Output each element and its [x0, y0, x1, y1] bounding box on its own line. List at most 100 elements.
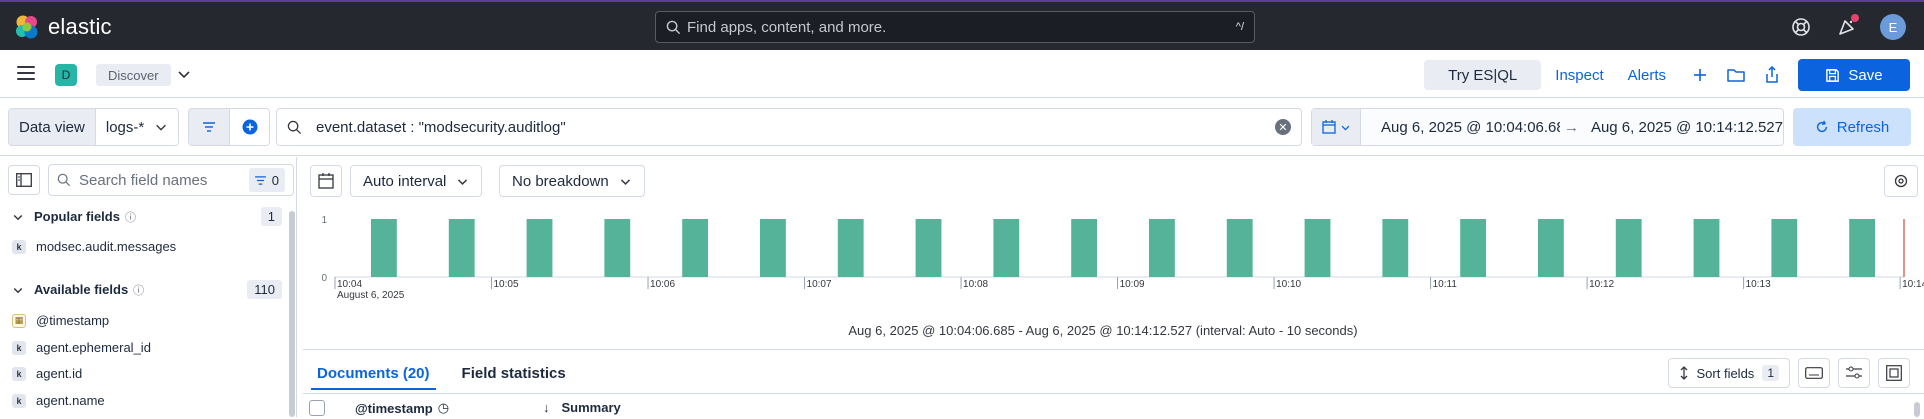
- histogram-bar: [1149, 219, 1175, 277]
- field-item[interactable]: k agent.name: [12, 393, 105, 408]
- breadcrumb-discover[interactable]: Discover: [96, 64, 171, 86]
- menu-icon[interactable]: [17, 66, 35, 80]
- open-folder-icon[interactable]: [1726, 65, 1746, 85]
- chevron-down-icon: [13, 214, 23, 220]
- x-tick-label: 10:13: [1746, 279, 1771, 290]
- sidebar-toggle-icon[interactable]: [8, 165, 40, 195]
- refresh-label: Refresh: [1836, 118, 1890, 136]
- chevron-down-icon: [1341, 125, 1349, 130]
- refresh-icon: [1816, 120, 1827, 133]
- sidebar-scrollbar[interactable]: [289, 211, 295, 417]
- date-type-icon: ▦: [12, 313, 26, 328]
- chart-options-button[interactable]: [310, 165, 342, 197]
- keyword-type-icon: k: [12, 366, 26, 381]
- clear-icon[interactable]: ✕: [1275, 119, 1291, 135]
- elastic-logo-icon: [16, 15, 38, 39]
- available-fields-count: 110: [247, 280, 282, 299]
- histogram-bar: [1304, 219, 1331, 277]
- data-view-select[interactable]: logs-*: [95, 109, 179, 145]
- histogram-bar: [760, 219, 786, 277]
- chart-settings-button[interactable]: [1884, 165, 1918, 197]
- global-search-input[interactable]: Find apps, content, and more. ^/: [655, 11, 1255, 43]
- global-search-placeholder: Find apps, content, and more.: [687, 18, 887, 36]
- histogram-bar: [1071, 219, 1098, 277]
- field-name: agent.name: [36, 393, 105, 408]
- display-settings-icon[interactable]: [1838, 358, 1870, 388]
- end-date[interactable]: Aug 6, 2025 @ 10:14:12.527: [1590, 118, 1783, 136]
- date-picker[interactable]: Aug 6, 2025 @ 10:04:06.685 → Aug 6, 2025…: [1311, 108, 1784, 146]
- sort-fields-button[interactable]: Sort fields 1: [1667, 358, 1790, 388]
- tab-documents[interactable]: Documents (20): [311, 357, 436, 390]
- field-item[interactable]: k agent.ephemeral_id: [12, 340, 151, 355]
- field-item[interactable]: k modsec.audit.messages: [12, 239, 176, 254]
- interval-label: Auto interval: [363, 172, 447, 190]
- main-panel: Auto interval No breakdown 1 0 10:04 10:05 1…: [303, 157, 1924, 417]
- divider[interactable]: [303, 349, 1924, 350]
- x-axis-date-label: August 6, 2025: [337, 290, 405, 301]
- breakdown-select[interactable]: No breakdown: [499, 165, 645, 197]
- field-search-input[interactable]: Search field names 0: [48, 164, 294, 196]
- interval-select[interactable]: Auto interval: [350, 165, 483, 197]
- alerts-button[interactable]: Alerts: [1627, 66, 1666, 84]
- histogram-bar: [1538, 219, 1564, 277]
- keyword-type-icon: k: [12, 340, 26, 355]
- filter-menu-button[interactable]: [189, 109, 229, 145]
- search-icon: [666, 20, 681, 34]
- save-button[interactable]: Save: [1798, 59, 1910, 91]
- tab-field-statistics[interactable]: Field statistics: [461, 365, 566, 382]
- popular-fields-header[interactable]: Popular fields ⓘ 1: [12, 207, 282, 226]
- keyboard-shortcuts-icon[interactable]: [1798, 358, 1830, 388]
- field-name: modsec.audit.messages: [36, 239, 177, 254]
- start-date[interactable]: Aug 6, 2025 @ 10:04:06.685: [1381, 118, 1560, 136]
- select-all-checkbox[interactable]: [309, 400, 325, 416]
- histogram-bar: [526, 219, 553, 277]
- share-icon[interactable]: [1762, 65, 1782, 85]
- quick-select-button[interactable]: [1312, 109, 1362, 145]
- histogram-bar: [1460, 219, 1487, 277]
- data-view-picker[interactable]: Data view logs-*: [8, 108, 180, 146]
- add-filter-button[interactable]: [229, 109, 269, 145]
- new-search-icon[interactable]: [1690, 65, 1710, 85]
- chevron-down-icon[interactable]: [176, 66, 192, 82]
- try-esql-button[interactable]: Try ES|QL: [1424, 60, 1542, 90]
- chevron-down-icon: [458, 178, 468, 185]
- help-icon[interactable]: [1788, 14, 1814, 40]
- x-tick-label: 10:09: [1120, 279, 1145, 290]
- field-item[interactable]: ▦ @timestamp: [12, 313, 109, 328]
- histogram-bar: [1382, 219, 1409, 277]
- field-item[interactable]: k agent.id: [12, 366, 82, 381]
- field-name: @timestamp: [36, 313, 110, 328]
- available-fields-header[interactable]: Available fields ⓘ 110: [12, 280, 282, 299]
- x-tick-label: 10:11: [1433, 279, 1458, 290]
- chevron-down-icon: [620, 178, 630, 185]
- calendar-icon: [1321, 120, 1336, 134]
- search-icon: [287, 120, 302, 134]
- refresh-button[interactable]: Refresh: [1793, 108, 1911, 146]
- search-shortcut-hint: ^/: [1235, 21, 1244, 33]
- field-type-filter-button[interactable]: 0: [248, 168, 285, 192]
- arrow-down-icon: ↓: [543, 400, 550, 415]
- keyword-type-icon: k: [12, 239, 26, 254]
- inspect-button[interactable]: Inspect: [1555, 66, 1604, 84]
- histogram-bar: [371, 219, 397, 277]
- keyword-type-icon: k: [12, 393, 26, 408]
- x-tick-label: 10:12: [1589, 279, 1614, 290]
- column-header-summary[interactable]: ↓ Summary: [543, 400, 621, 415]
- main-scrollbar[interactable]: [1914, 402, 1920, 417]
- query-text: event.dataset : "modsecurity.auditlog": [316, 118, 566, 136]
- x-tick-label: 10:08: [963, 279, 988, 290]
- space-avatar[interactable]: D: [55, 64, 77, 86]
- histogram-bar: [1693, 219, 1720, 277]
- user-avatar[interactable]: E: [1880, 14, 1906, 40]
- column-header-timestamp[interactable]: @timestamp ◷: [355, 400, 449, 416]
- histogram-bar: [1615, 219, 1642, 277]
- y-tick-label: 0: [321, 273, 327, 284]
- kql-query-input[interactable]: event.dataset : "modsecurity.auditlog" ✕: [276, 108, 1302, 146]
- x-tick-label: 10:04: [337, 279, 362, 290]
- fullscreen-icon[interactable]: [1878, 358, 1910, 388]
- histogram-bar: [682, 219, 709, 277]
- field-name: agent.ephemeral_id: [36, 340, 151, 355]
- news-feed-icon[interactable]: [1834, 14, 1860, 40]
- elastic-logo[interactable]: elastic: [14, 14, 112, 40]
- notification-dot: [1851, 14, 1859, 22]
